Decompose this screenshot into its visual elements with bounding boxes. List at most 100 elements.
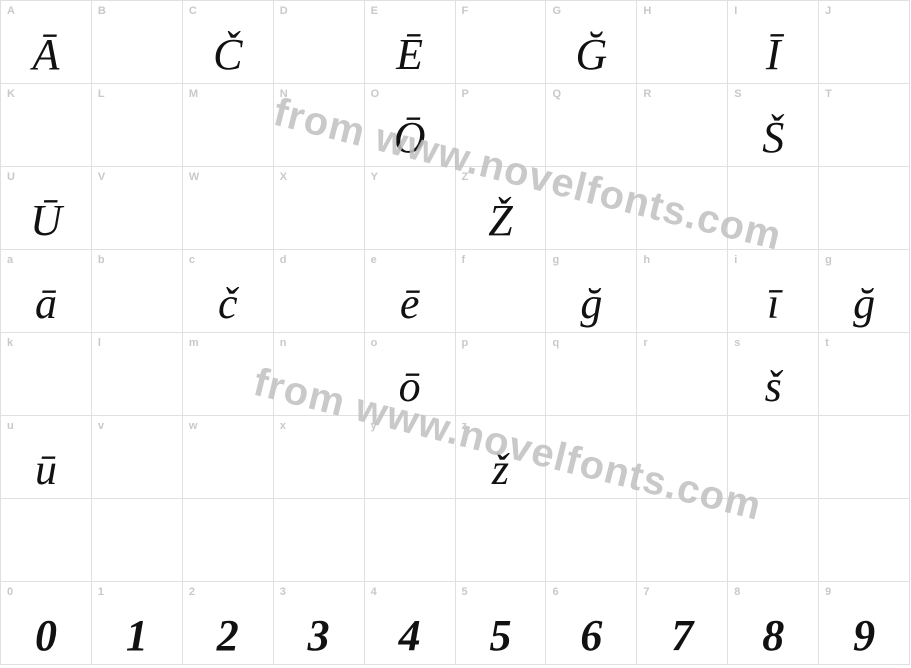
- cell-key-label: l: [98, 337, 101, 349]
- cell-key-label: M: [189, 88, 198, 100]
- cell-key-label: t: [825, 337, 829, 349]
- charmap-cell: [364, 498, 455, 581]
- charmap-cell: 22: [182, 581, 273, 664]
- charmap-cell: T: [818, 83, 909, 166]
- cell-glyph: č: [183, 282, 273, 326]
- cell-key-label: H: [643, 5, 651, 17]
- charmap-cell: l: [91, 332, 182, 415]
- cell-key-label: V: [98, 171, 105, 183]
- cell-key-label: d: [280, 254, 287, 266]
- charmap-cell: [545, 498, 636, 581]
- charmap-cell: w: [182, 415, 273, 498]
- cell-key-label: X: [280, 171, 287, 183]
- charmap-cell: ZŽ: [455, 166, 546, 249]
- cell-key-label: A: [7, 5, 15, 17]
- charmap-cell: EĒ: [364, 0, 455, 83]
- cell-key-label: G: [552, 5, 561, 17]
- cell-glyph: š: [728, 365, 818, 409]
- cell-glyph: ē: [365, 282, 455, 326]
- charmap-cell: gğ: [818, 249, 909, 332]
- charmap-cell: 77: [636, 581, 727, 664]
- charmap-cell: [455, 498, 546, 581]
- cell-key-label: u: [7, 420, 14, 432]
- charmap-row: AĀBCČDEĒFGĞHIĪJ: [0, 0, 909, 83]
- charmap-cell: UŪ: [0, 166, 91, 249]
- cell-glyph: ğ: [546, 282, 636, 326]
- charmap-cell: AĀ: [0, 0, 91, 83]
- charmap-cell: n: [273, 332, 364, 415]
- cell-glyph: ā: [1, 282, 91, 326]
- charmap-cell: L: [91, 83, 182, 166]
- cell-glyph: Ž: [456, 199, 546, 243]
- cell-key-label: 3: [280, 586, 286, 598]
- charmap-cell: J: [818, 0, 909, 83]
- cell-key-label: J: [825, 5, 831, 17]
- charmap-cell: y: [364, 415, 455, 498]
- charmap-cell: [727, 498, 818, 581]
- cell-glyph: 7: [637, 614, 727, 658]
- cell-key-label: w: [189, 420, 198, 432]
- cell-key-label: 7: [643, 586, 649, 598]
- cell-glyph: 0: [1, 614, 91, 658]
- cell-glyph: ī: [728, 282, 818, 326]
- charmap-cell: CČ: [182, 0, 273, 83]
- charmap-cell: [727, 415, 818, 498]
- charmap-cell: Y: [364, 166, 455, 249]
- cell-key-label: N: [280, 88, 288, 100]
- cell-key-label: 6: [552, 586, 558, 598]
- charmap-cell: uū: [0, 415, 91, 498]
- cell-key-label: T: [825, 88, 832, 100]
- charmap-cell: F: [455, 0, 546, 83]
- charmap-cell: [818, 498, 909, 581]
- cell-key-label: m: [189, 337, 199, 349]
- charmap-cell: iī: [727, 249, 818, 332]
- charmap-cell: 44: [364, 581, 455, 664]
- cell-glyph: Ğ: [546, 33, 636, 77]
- charmap-cell: [727, 166, 818, 249]
- charmap-cell: v: [91, 415, 182, 498]
- charmap-row: KLMNOŌPQRSŠT: [0, 83, 909, 166]
- charmap-cell: D: [273, 0, 364, 83]
- charmap-cell: 99: [818, 581, 909, 664]
- charmap-cell: V: [91, 166, 182, 249]
- charmap-cell: x: [273, 415, 364, 498]
- cell-key-label: 4: [371, 586, 377, 598]
- cell-key-label: L: [98, 88, 105, 100]
- cell-glyph: ž: [456, 448, 546, 492]
- charmap-cell: W: [182, 166, 273, 249]
- cell-key-label: Z: [462, 171, 469, 183]
- cell-key-label: z: [462, 420, 468, 432]
- charmap-cell: m: [182, 332, 273, 415]
- charmap-row: aābcčdeēfgğhiīgğ: [0, 249, 909, 332]
- charmap-row: UŪVWXYZŽ: [0, 166, 909, 249]
- charmap-cell: P: [455, 83, 546, 166]
- cell-key-label: E: [371, 5, 378, 17]
- cell-key-label: P: [462, 88, 469, 100]
- charmap-row: uūv w xyz ž: [0, 415, 909, 498]
- cell-glyph: Ē: [365, 33, 455, 77]
- cell-key-label: I: [734, 5, 737, 17]
- charmap-cell: 88: [727, 581, 818, 664]
- charmap-cell: gğ: [545, 249, 636, 332]
- charmap-cell: eē: [364, 249, 455, 332]
- cell-key-label: O: [371, 88, 380, 100]
- charmap-cell: sš: [727, 332, 818, 415]
- cell-key-label: e: [371, 254, 377, 266]
- cell-key-label: v: [98, 420, 104, 432]
- charmap-cell: [636, 415, 727, 498]
- cell-key-label: k: [7, 337, 13, 349]
- charmap-cell: IĪ: [727, 0, 818, 83]
- charmap-cell: k: [0, 332, 91, 415]
- cell-key-label: 1: [98, 586, 104, 598]
- cell-key-label: R: [643, 88, 651, 100]
- charmap-cell: GĞ: [545, 0, 636, 83]
- charmap-row: klmnoōpqrsšt: [0, 332, 909, 415]
- charmap-cell: B: [91, 0, 182, 83]
- charmap-cell: OŌ: [364, 83, 455, 166]
- cell-key-label: a: [7, 254, 13, 266]
- cell-key-label: C: [189, 5, 197, 17]
- cell-glyph: 2: [183, 614, 273, 658]
- charmap-cell: [545, 415, 636, 498]
- charmap-cell: SŠ: [727, 83, 818, 166]
- cell-key-label: S: [734, 88, 741, 100]
